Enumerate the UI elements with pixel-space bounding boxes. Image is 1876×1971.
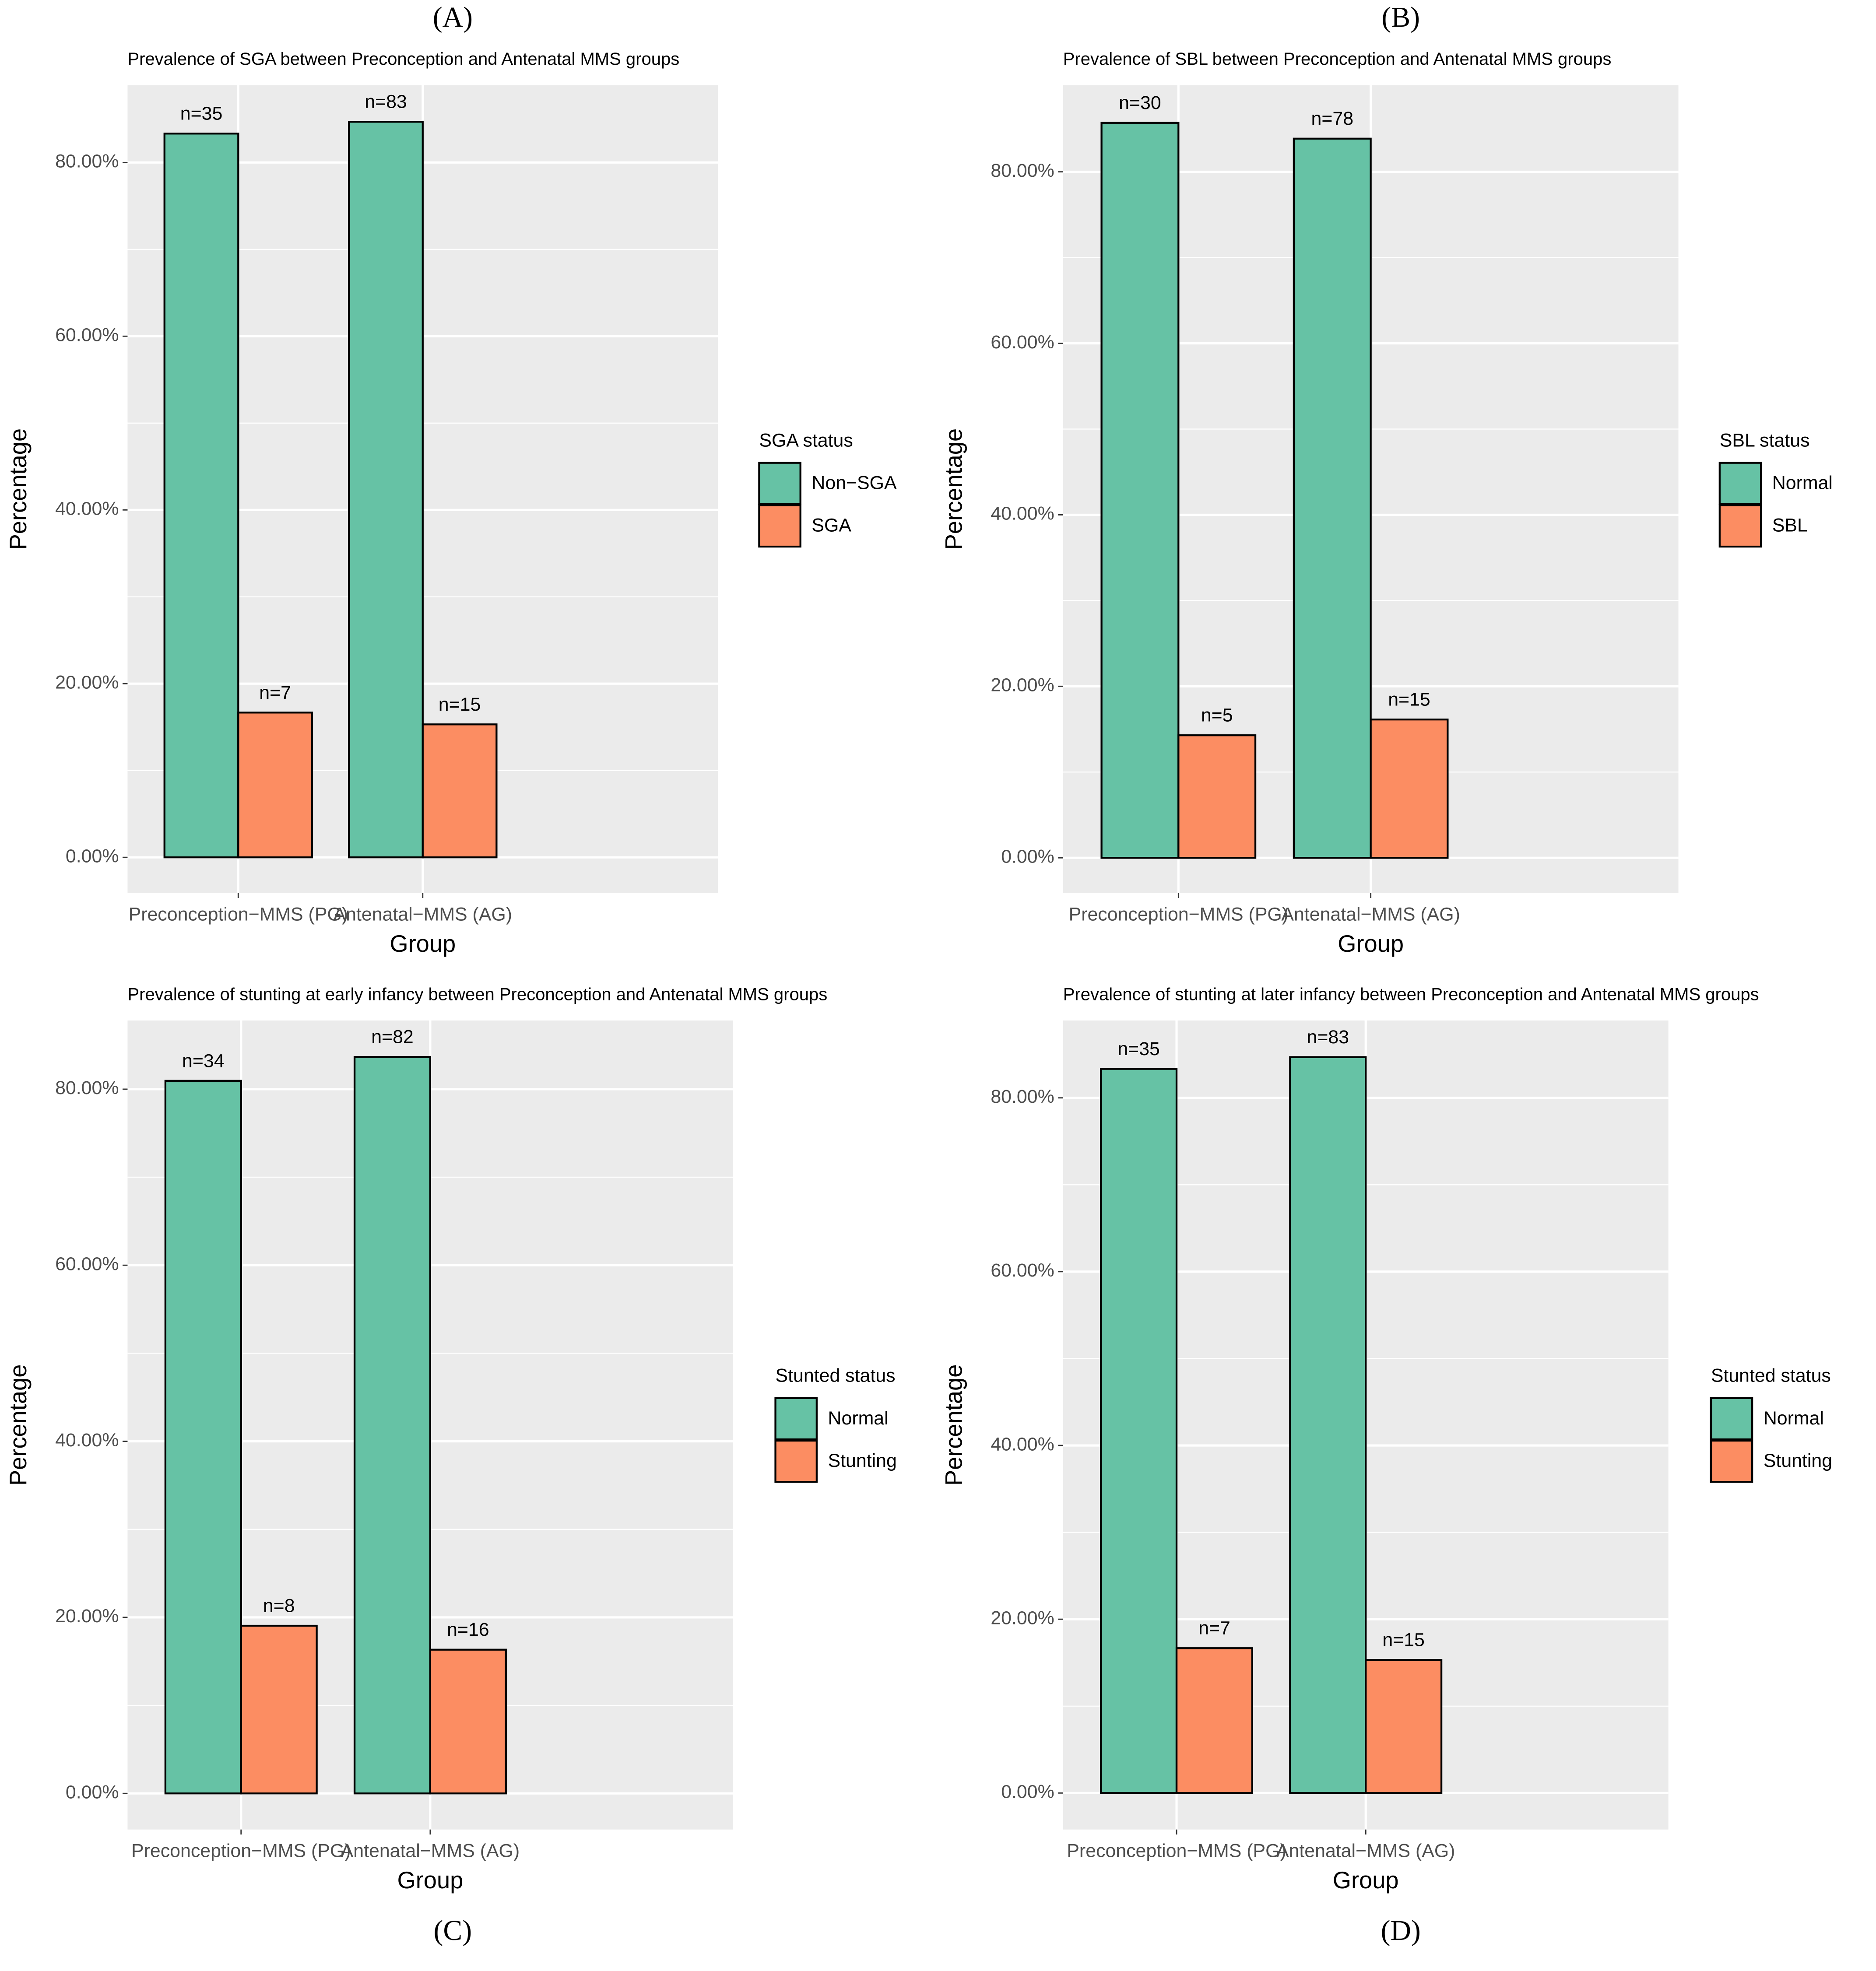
y-axis-title: Percentage: [5, 428, 32, 550]
bar: [1365, 1659, 1443, 1794]
legend-key: [774, 1397, 818, 1441]
y-tick-label: 40.00%: [55, 1430, 119, 1451]
y-tick-label: 60.00%: [55, 1254, 119, 1275]
x-tick-label: Antenatal−MMS (AG): [341, 1840, 520, 1861]
x-axis-title: Group: [397, 1867, 464, 1894]
bar: [240, 1624, 318, 1795]
bar: [163, 133, 239, 859]
legend-title: SGA status: [759, 430, 853, 451]
x-tick-label: Preconception−MMS (PG): [1067, 1840, 1286, 1861]
bar-label: n=83: [365, 91, 407, 112]
x-axis-title: Group: [1338, 930, 1404, 957]
legend-key: [1718, 462, 1762, 505]
legend-key: [1710, 1439, 1753, 1483]
chart-title: Prevalence of SBL between Preconception …: [1063, 49, 1612, 69]
legend-title: Stunted status: [776, 1365, 896, 1386]
y-axis-title: Percentage: [5, 1364, 32, 1486]
bar-label: n=15: [1388, 689, 1430, 710]
bar-label: n=35: [180, 103, 223, 124]
panel-label: (B): [1381, 1, 1420, 33]
y-tick-label: 20.00%: [55, 1606, 119, 1627]
legend-label: Stunting: [828, 1450, 897, 1471]
y-tick-label: 20.00%: [991, 675, 1054, 696]
y-axis-title: Percentage: [940, 1364, 967, 1486]
y-tick-label: 0.00%: [1001, 1782, 1054, 1803]
y-tick-label: 60.00%: [55, 325, 119, 346]
panel-label: (C): [434, 1915, 472, 1946]
bar-label: n=7: [1198, 1618, 1230, 1639]
x-tick-label: Antenatal−MMS (AG): [1276, 1840, 1455, 1861]
y-tick-label: 0.00%: [66, 1782, 119, 1803]
x-tick-label: Preconception−MMS (PG): [131, 1840, 351, 1861]
bar-label: n=82: [371, 1027, 414, 1048]
bar-label: n=5: [1201, 705, 1233, 726]
bar-label: n=7: [259, 682, 291, 703]
legend-label: SBL: [1772, 515, 1808, 536]
x-axis-title: Group: [390, 930, 456, 957]
y-tick-label: 80.00%: [991, 160, 1054, 181]
legend-label: Non−SGA: [812, 473, 897, 494]
bar-label: n=30: [1119, 92, 1161, 113]
bar: [353, 1056, 432, 1795]
chart-title: Prevalence of SGA between Preconception …: [127, 49, 679, 69]
bar: [422, 723, 498, 859]
y-tick-label: 20.00%: [991, 1607, 1054, 1628]
y-tick-label: 80.00%: [991, 1086, 1054, 1107]
y-tick-label: 0.00%: [66, 846, 119, 867]
y-tick-label: 80.00%: [55, 1077, 119, 1098]
legend-title: Stunted status: [1711, 1365, 1831, 1386]
bar: [1289, 1056, 1367, 1794]
bar-label: n=78: [1311, 108, 1354, 129]
legend-label: Normal: [1772, 473, 1833, 494]
y-tick-label: 40.00%: [991, 1434, 1054, 1455]
bar-label: n=34: [182, 1050, 225, 1071]
bar-label: n=16: [447, 1619, 489, 1640]
panel-label: (A): [433, 1, 473, 33]
panel-label: (D): [1381, 1915, 1421, 1946]
y-tick-label: 20.00%: [55, 672, 119, 693]
legend-label: Stunting: [1764, 1450, 1832, 1471]
x-tick-label: Antenatal−MMS (AG): [334, 904, 513, 925]
legend-title: SBL status: [1720, 430, 1810, 451]
bar: [1293, 137, 1372, 859]
legend-key: [758, 462, 801, 505]
y-axis-title: Percentage: [940, 428, 967, 550]
legend-key: [758, 504, 801, 548]
legend-key: [1710, 1397, 1753, 1441]
bar: [348, 121, 424, 859]
x-axis-title: Group: [1333, 1867, 1399, 1894]
legend-label: Normal: [828, 1408, 889, 1429]
legend-key: [1718, 504, 1762, 548]
y-tick-label: 40.00%: [991, 503, 1054, 524]
legend-label: Normal: [1764, 1408, 1824, 1429]
bar-label: n=8: [263, 1595, 295, 1616]
bar-label: n=15: [439, 694, 481, 715]
bar: [429, 1648, 507, 1795]
bar: [164, 1080, 242, 1795]
bar: [1177, 734, 1257, 859]
bar: [1370, 719, 1449, 859]
legend-label: SGA: [812, 515, 851, 536]
y-tick-label: 80.00%: [55, 151, 119, 172]
x-tick-label: Antenatal−MMS (AG): [1281, 904, 1460, 925]
y-tick-label: 0.00%: [1001, 846, 1054, 867]
bar-label: n=83: [1307, 1027, 1349, 1048]
chart-title: Prevalence of stunting at later infancy …: [1063, 985, 1759, 1004]
y-tick-label: 60.00%: [991, 332, 1054, 353]
y-tick-label: 60.00%: [991, 1260, 1054, 1281]
bar-label: n=35: [1117, 1038, 1160, 1059]
x-tick-label: Preconception−MMS (PG): [1069, 904, 1288, 925]
bar-label: n=15: [1382, 1630, 1425, 1651]
bar: [1175, 1647, 1254, 1794]
bar: [1100, 1068, 1178, 1794]
bar: [1100, 122, 1180, 859]
chart-title: Prevalence of stunting at early infancy …: [127, 985, 827, 1004]
legend-key: [774, 1439, 818, 1483]
bar: [237, 712, 313, 859]
x-tick-label: Preconception−MMS (PG): [129, 904, 348, 925]
y-tick-label: 40.00%: [55, 498, 119, 519]
